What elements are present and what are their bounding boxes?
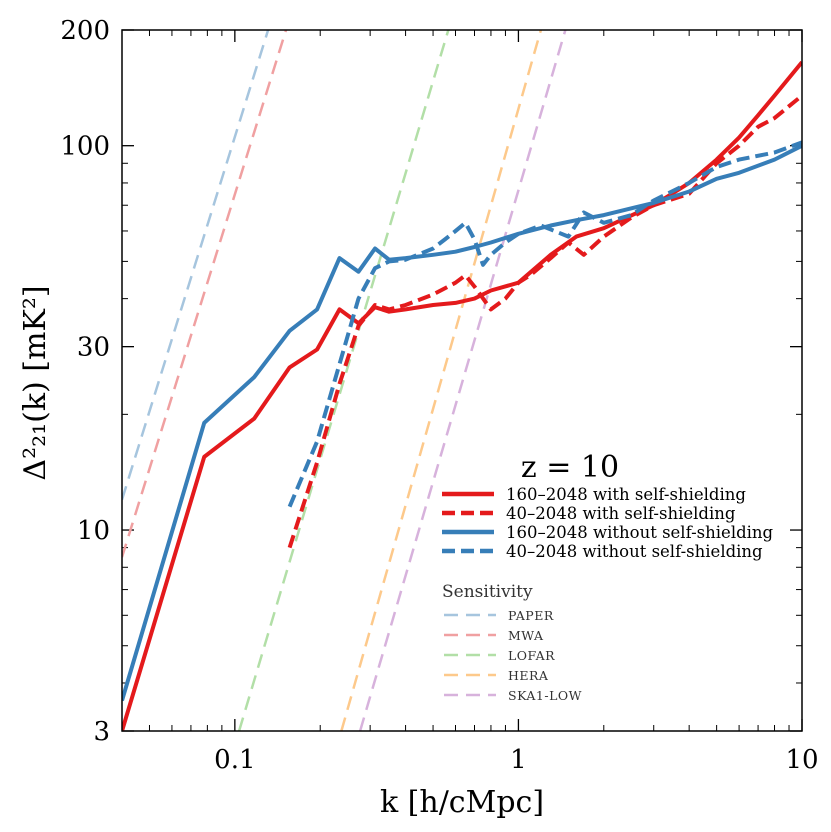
- x-tick-label: 10: [785, 745, 818, 775]
- x-tick-label: 1: [510, 745, 527, 775]
- sens-label-lofar: LOFAR: [508, 648, 555, 663]
- sens-label-mwa: MWA: [508, 628, 544, 643]
- sensitivity-line-ska1-low: [358, 30, 567, 731]
- series-line-1: [122, 60, 802, 731]
- legend-label-4: 40–2048 without self-shielding: [506, 542, 763, 561]
- y-tick-label: 100: [60, 132, 110, 162]
- legend-label-3: 160–2048 without self-shielding: [506, 523, 774, 542]
- sens-label-ska1-low: SKA1-LOW: [508, 688, 582, 703]
- series-line-4: [287, 140, 802, 508]
- sensitivity-title: Sensitivity: [442, 582, 533, 602]
- legend-title: z = 10: [521, 450, 619, 485]
- y-tick-label: 200: [60, 16, 110, 46]
- y-tick-labels: 3 10 30 100 200: [60, 16, 110, 747]
- series-line-3: [122, 143, 802, 702]
- y-tick-label: 10: [77, 516, 110, 546]
- sensitivity-line-hera: [340, 30, 543, 731]
- sensitivity-curves: [122, 30, 567, 731]
- sens-label-hera: HERA: [508, 668, 549, 683]
- y-tick-label: 30: [77, 333, 110, 363]
- legend-label-2: 40–2048 with self-shielding: [506, 504, 736, 523]
- sensitivity-line-mwa: [122, 30, 288, 558]
- y-axis-label: Δ²₂₁(k) [mK²]: [18, 285, 53, 480]
- legend-label-1: 160–2048 with self-shielding: [506, 485, 746, 504]
- x-tick-labels: 0.1 1 10: [214, 745, 818, 775]
- sensitivity-line-paper: [122, 30, 270, 500]
- x-axis-label: k [h/cMpc]: [380, 785, 544, 820]
- plot-frame: [121, 29, 803, 732]
- data-series: [122, 60, 802, 731]
- y-tick-label: 3: [93, 717, 110, 747]
- sensitivity-line-lofar: [237, 30, 450, 731]
- legend: z = 10 160–2048 with self-shielding40–20…: [442, 450, 774, 703]
- x-tick-label: 0.1: [214, 745, 255, 775]
- sens-label-paper: PAPER: [508, 608, 554, 623]
